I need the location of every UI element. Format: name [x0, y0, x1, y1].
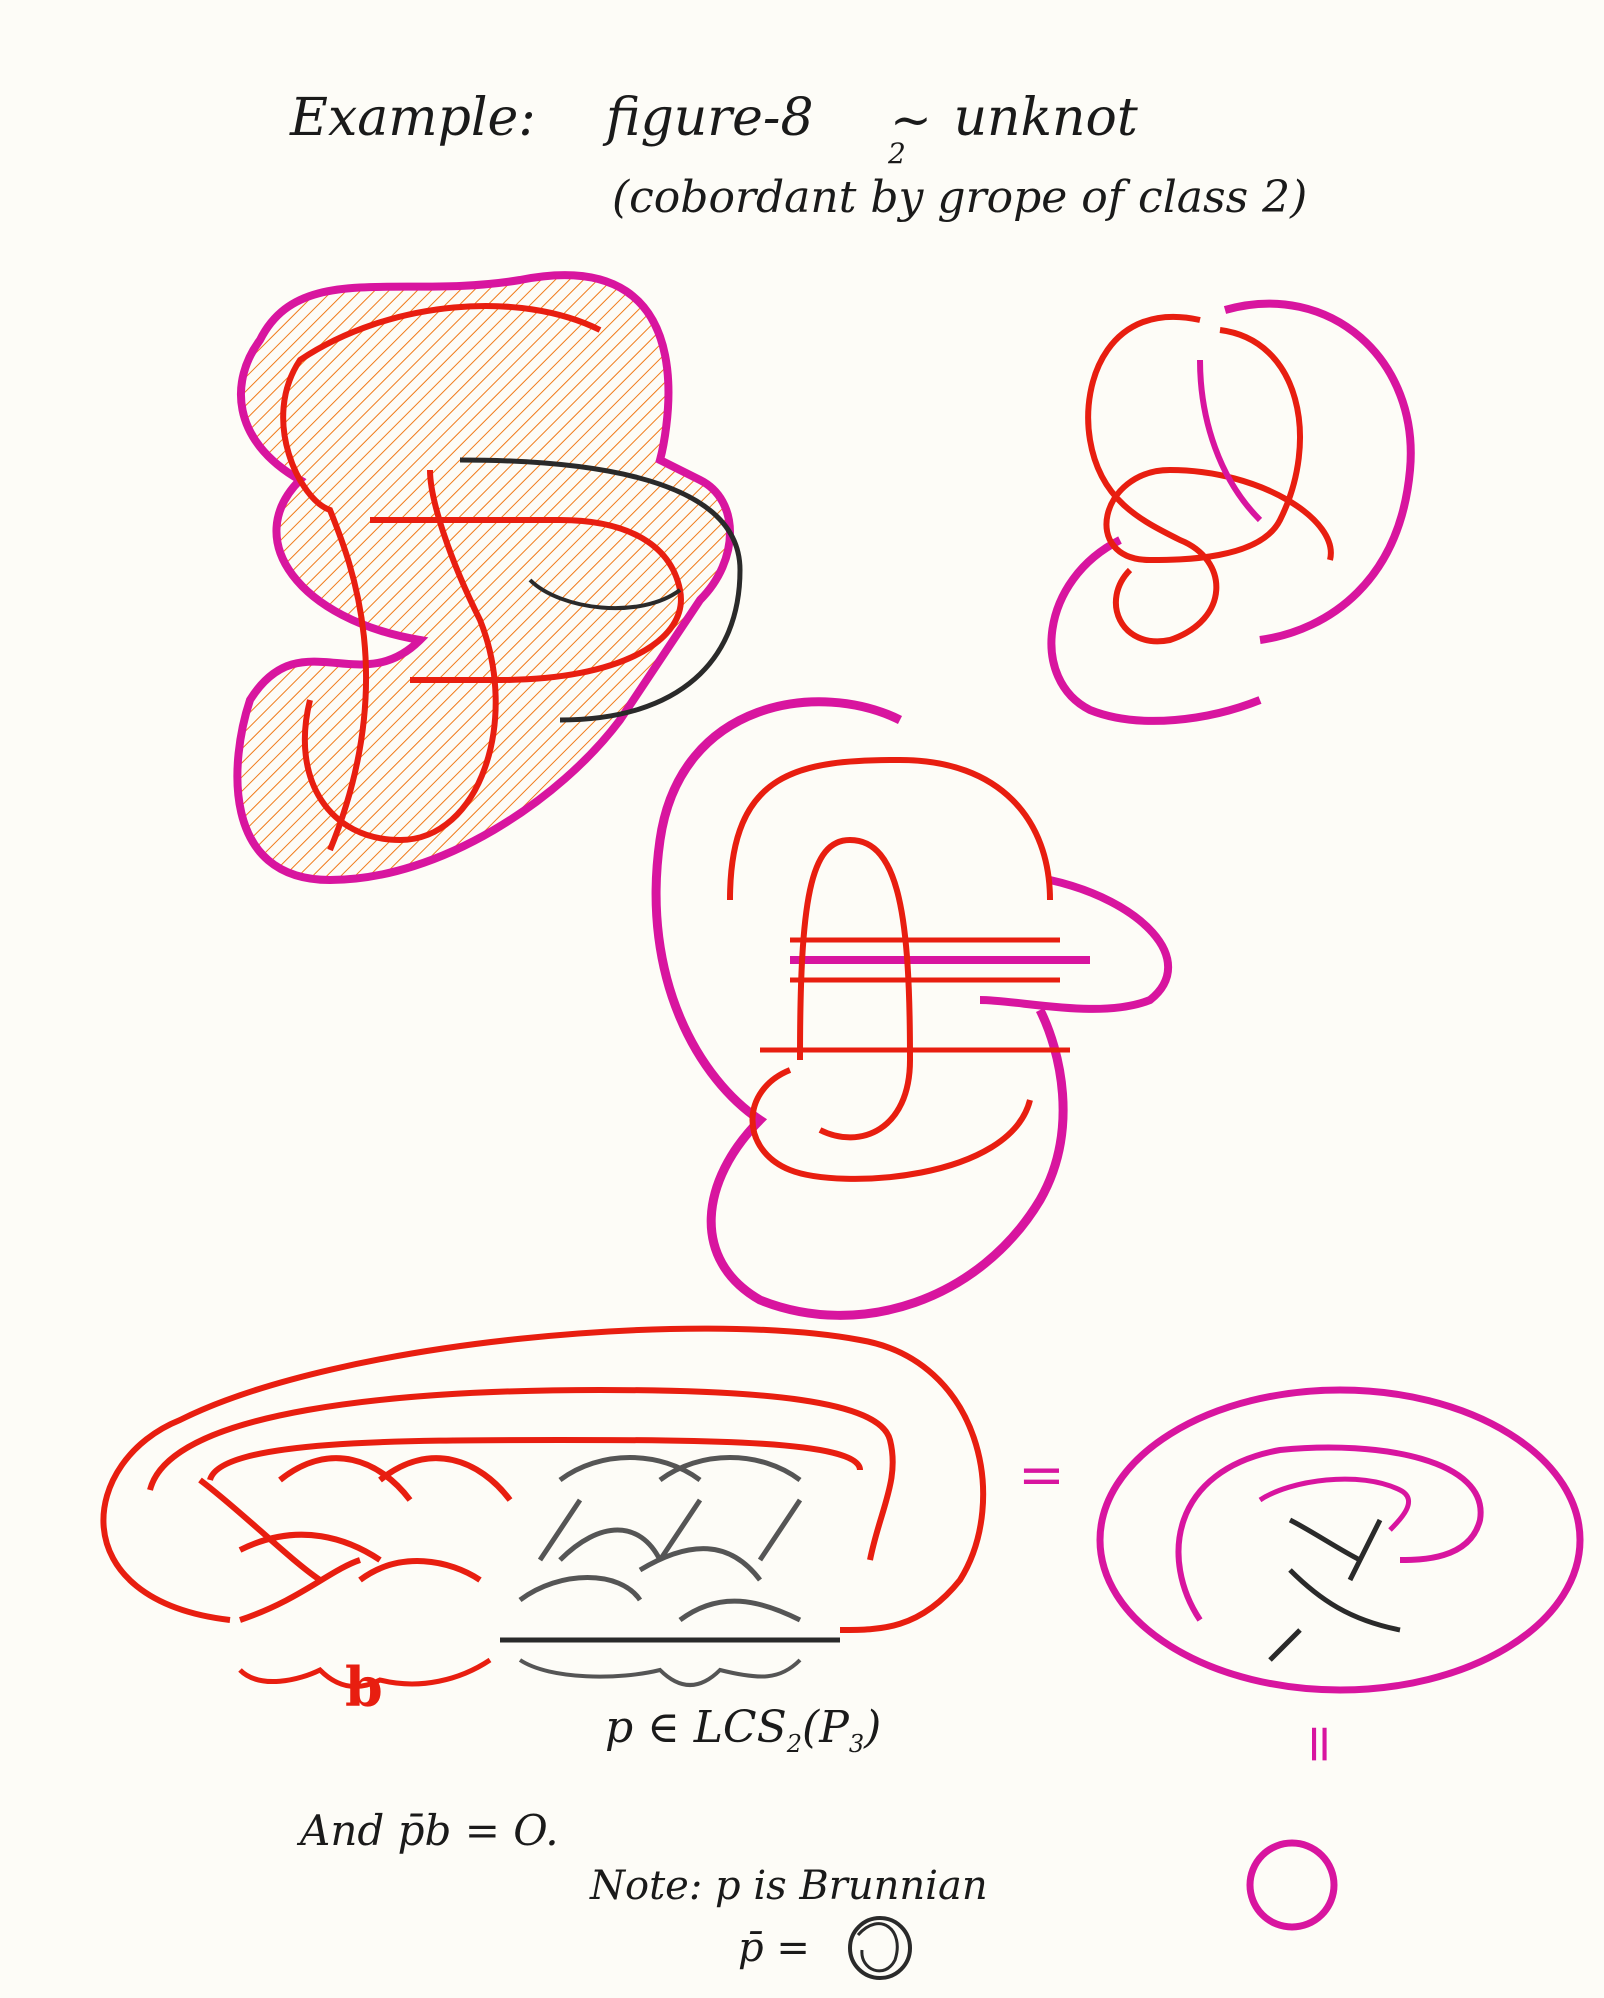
label-p-sub: 2 [786, 1729, 803, 1758]
subtitle: (cobordant by grope of class 2) [612, 172, 1308, 223]
brace-b [238, 1657, 492, 1690]
red-arc-inner [797, 836, 914, 1141]
right-term: unknot [953, 88, 1138, 148]
relation-symbol: ~ [890, 91, 932, 149]
pbar-statement: p̄ = [738, 1925, 810, 1971]
result-unknot-circle [1246, 1839, 1338, 1931]
braid-closure-figure [100, 1325, 987, 1690]
magenta-outer-band [651, 697, 1068, 1320]
red-loop-a [1085, 313, 1220, 645]
braid-outer-loop [100, 1325, 987, 1633]
red-strand-c [370, 517, 684, 683]
red-loop-b [1103, 327, 1334, 564]
left-term: figure-8 [605, 88, 814, 148]
black-arc [528, 578, 682, 611]
label-p-tail-sub: 3 [848, 1729, 865, 1758]
braid-inner-loop [207, 1437, 863, 1482]
equals-sign-vertical: = [1289, 1722, 1350, 1766]
small-knot-figure [1047, 299, 1415, 725]
simplified-closure-figure [1096, 1386, 1584, 1931]
label-p-close: ) [864, 1702, 882, 1753]
braid-b-crossings [198, 1455, 513, 1623]
magenta-inner-loop [1175, 1444, 1484, 1622]
pbar-knot-glyph [848, 1916, 912, 1980]
red-arc-bottom [749, 1067, 1033, 1182]
magenta-inner-hook [1258, 1476, 1412, 1532]
magenta-inner [1197, 359, 1263, 523]
relation-subscript: 2 [888, 137, 906, 170]
red-crossbars [760, 937, 1070, 1053]
glyph-inner-loop [856, 1922, 899, 1973]
red-arc-top [727, 756, 1053, 901]
magenta-right-lobe [979, 876, 1173, 1013]
hatched-band [233, 271, 734, 885]
magenta-outer-ellipse [1096, 1386, 1584, 1694]
braid-label-b: b [345, 1655, 383, 1719]
braid-p-crossings [518, 1455, 803, 1623]
magenta-arc-right [1223, 299, 1415, 644]
red-strand-a [280, 303, 602, 852]
brace-p [518, 1658, 802, 1687]
black-strand [459, 457, 743, 723]
example-label: Example: [290, 88, 536, 148]
hatched-surface-figure [233, 271, 743, 885]
black-crossings [1268, 1517, 1401, 1662]
red-strand-b [301, 469, 499, 844]
equals-sign-horizontal: = [1018, 1443, 1065, 1508]
and-statement: And p̄b = O. [300, 1806, 559, 1855]
label-p-main: p ∈ LCS [605, 1702, 787, 1753]
note-statement: Note: p is Brunnian [590, 1863, 988, 1909]
label-p-tail: (P [802, 1702, 849, 1753]
magenta-arc-left [1047, 536, 1262, 725]
glyph-outer-circle [848, 1916, 912, 1980]
middle-knot-figure [651, 697, 1173, 1320]
title-line: Example: figure-8 unknot [290, 92, 1138, 144]
braid-label-p: p ∈ LCS2(P3) [605, 1706, 881, 1756]
braid-middle-loop [147, 1386, 896, 1561]
